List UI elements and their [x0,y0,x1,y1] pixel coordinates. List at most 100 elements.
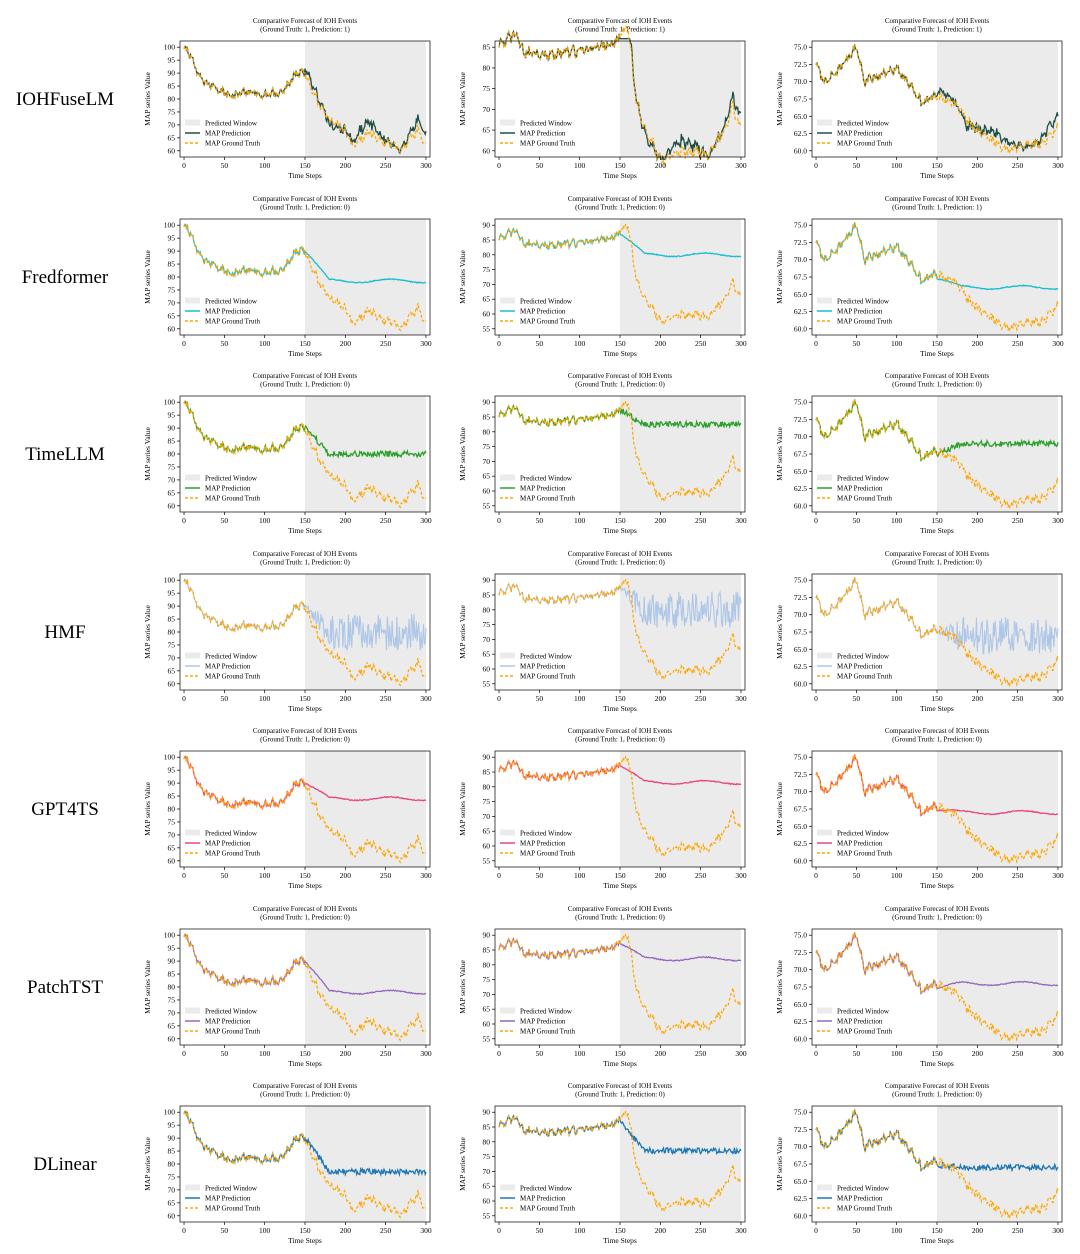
x-tick-label: 200 [340,1049,352,1058]
chart-panel-timellm-3: Comparative Forecast of IOH Events(Groun… [775,372,1064,535]
x-axis-label: Time Steps [603,171,637,180]
x-axis-label: Time Steps [603,526,637,535]
y-tick-label: 67.5 [794,805,807,814]
legend-truth-label: MAP Ground Truth [837,672,892,680]
y-axis-label: MAP series Value [775,426,784,480]
y-tick-label: 60 [168,1034,176,1043]
predicted-window-band [937,751,1058,867]
x-tick-label: 0 [497,694,501,703]
x-tick-label: 0 [497,161,501,170]
legend-prediction-label: MAP Prediction [205,662,251,670]
x-tick-label: 100 [259,1226,271,1235]
x-tick-label: 50 [853,1049,861,1058]
chart-panel-iohfuselm-2: Comparative Forecast of IOH Events(Groun… [458,17,747,180]
legend-truth-label: MAP Ground Truth [837,1205,892,1213]
y-tick-label: 60 [168,679,176,688]
y-tick-label: 90 [168,69,176,78]
y-tick-label: 75 [168,285,176,294]
x-tick-label: 100 [574,694,586,703]
legend-window-swatch [817,119,832,126]
x-tick-label: 0 [497,871,501,880]
predicted-window-band [937,41,1058,157]
predicted-window-band [305,928,426,1045]
y-tick-label: 70.0 [794,787,807,796]
x-tick-label: 0 [814,871,818,880]
x-tick-label: 200 [655,1049,667,1058]
y-tick-label: 65 [168,311,176,320]
legend-window-label: Predicted Window [520,1007,573,1015]
x-tick-label: 0 [814,694,818,703]
y-tick-label: 70 [483,457,491,466]
y-tick-label: 85 [168,792,176,801]
ground-truth-line [183,45,427,154]
legend-window-swatch [817,1007,832,1013]
legend-prediction-label: MAP Prediction [837,840,883,848]
y-tick-label: 65 [483,649,491,658]
x-tick-label: 200 [655,339,667,348]
y-tick-label: 60.0 [794,324,807,333]
predicted-window-band [937,573,1058,690]
y-tick-label: 95 [168,766,176,775]
y-tick-label: 90 [168,246,176,255]
x-tick-label: 250 [380,516,392,525]
predicted-window-band [937,218,1058,335]
x-tick-label: 250 [380,1049,392,1058]
x-tick-label: 100 [574,516,586,525]
y-tick-label: 65 [168,1198,176,1207]
x-tick-label: 50 [853,871,861,880]
legend-window-swatch [185,1007,200,1013]
legend-window-label: Predicted Window [837,297,890,305]
legend-window-swatch [500,119,515,126]
panel-subtitle: (Ground Truth: 1, Prediction: 1) [892,203,982,211]
legend-window-swatch [817,1184,832,1191]
y-tick-label: 90 [483,398,491,407]
panel-subtitle: (Ground Truth: 1, Prediction: 0) [575,558,665,566]
x-tick-label: 200 [972,516,984,525]
y-tick-label: 65.0 [794,644,807,653]
panel-title: Comparative Forecast of IOH Events [568,17,672,25]
y-tick-label: 60 [483,841,491,850]
y-axis-label: MAP series Value [458,781,467,835]
x-axis-label: Time Steps [288,526,322,535]
x-tick-label: 50 [536,1226,544,1235]
y-tick-label: 85 [168,82,176,91]
predicted-window-band [305,751,426,867]
legend-window-swatch [817,474,832,481]
chart-panel-gpt4ts-2: Comparative Forecast of IOH Events(Groun… [458,727,747,890]
legend-prediction-label: MAP Prediction [520,1195,566,1203]
y-tick-label: 90 [483,1108,491,1117]
y-axis-label: MAP series Value [143,426,152,480]
legend-window-label: Predicted Window [520,475,573,483]
y-axis-label: MAP series Value [458,959,467,1013]
y-tick-label: 90 [483,220,491,229]
legend-truth-label: MAP Ground Truth [837,850,892,858]
legend-window-swatch [185,297,200,303]
legend-window-label: Predicted Window [205,120,258,128]
ground-truth-line [498,1110,742,1213]
chart-panel-hmf-1: Comparative Forecast of IOH Events(Groun… [143,550,432,713]
y-tick-label: 70 [168,475,176,484]
y-tick-label: 75 [483,975,491,984]
y-tick-label: 55 [483,679,491,688]
y-tick-label: 80 [483,427,491,436]
y-tick-label: 72.5 [794,1125,807,1134]
panel-title: Comparative Forecast of IOH Events [253,1082,357,1090]
chart-panel-gpt4ts-3: Comparative Forecast of IOH Events(Groun… [775,727,1064,890]
x-tick-label: 300 [1052,1226,1064,1235]
y-tick-label: 70 [168,830,176,839]
legend-truth-label: MAP Ground Truth [520,495,575,503]
x-tick-label: 250 [380,694,392,703]
y-tick-label: 80 [483,250,491,259]
legend-window-label: Predicted Window [837,652,890,660]
legend-window-label: Predicted Window [520,652,573,660]
ground-truth-line [815,399,1059,510]
x-tick-label: 250 [1012,694,1024,703]
legend-window-swatch [185,652,200,658]
y-tick-label: 75 [483,1152,491,1161]
x-tick-label: 300 [1052,1049,1064,1058]
y-tick-label: 60.0 [794,856,807,865]
y-tick-label: 75 [483,265,491,274]
y-tick-label: 75 [483,620,491,629]
x-axis-label: Time Steps [288,1059,322,1068]
panel-subtitle: (Ground Truth: 1, Prediction: 0) [260,1091,350,1099]
